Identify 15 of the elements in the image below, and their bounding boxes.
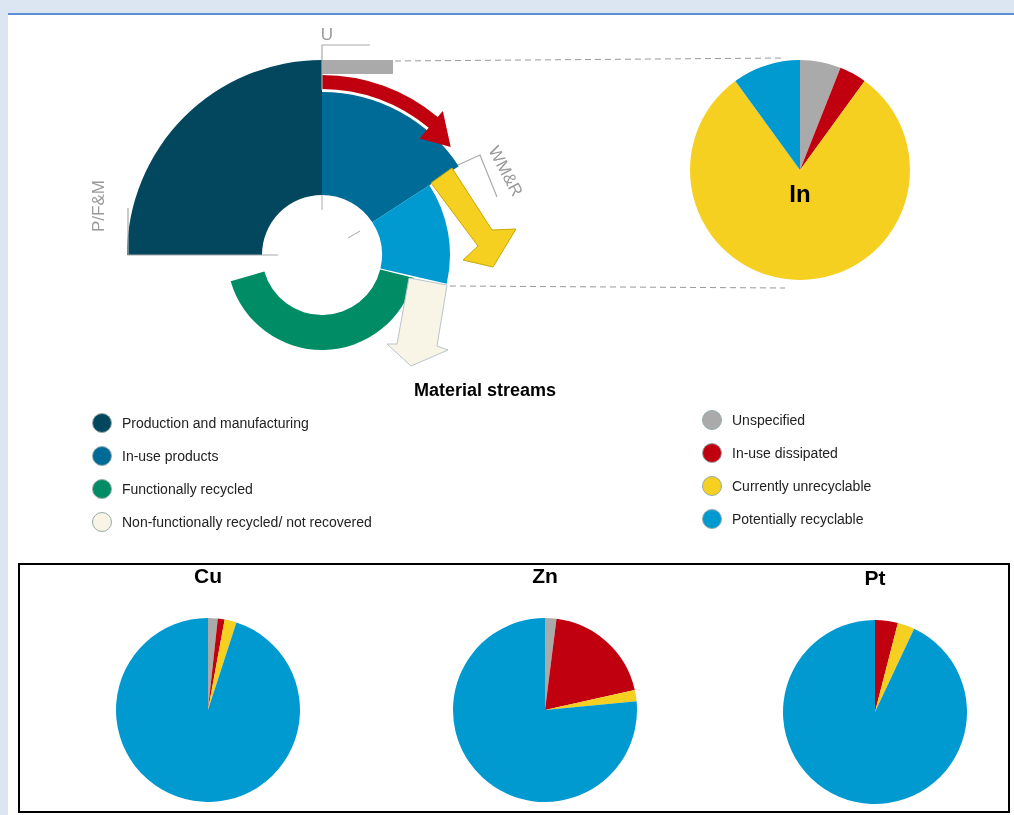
text: Material streams [414, 380, 557, 401]
legend-label: Potentially recyclable [732, 510, 864, 527]
chart-title: Cu [193, 564, 223, 588]
category-label: Production and manufacturing [122, 414, 309, 431]
legend-label: Unspecified [732, 411, 806, 428]
legend-label: In-use dissipated [732, 444, 838, 461]
legend-label: Currently unrecyclable [732, 477, 872, 494]
category-label: Non-functionally recycled/ not recovered [122, 513, 372, 530]
text: U [320, 25, 334, 44]
chart-title: Zn [531, 564, 559, 588]
text: In [788, 180, 812, 208]
category-label: Functionally recycled [122, 480, 253, 497]
text: P/F&M [89, 180, 108, 232]
chart-title: Pt [863, 566, 887, 590]
category-label: In-use products [122, 447, 219, 464]
